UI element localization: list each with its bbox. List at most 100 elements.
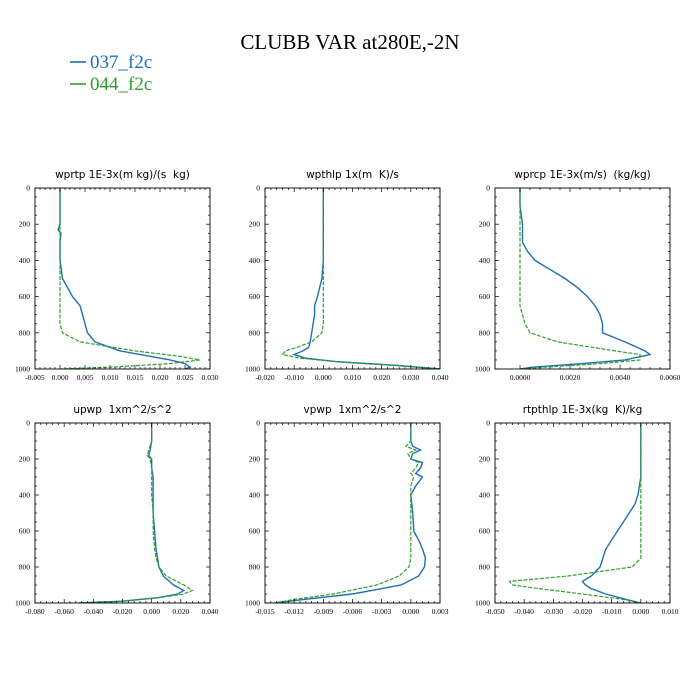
series-line-044_f2c: [519, 188, 641, 369]
x-tick-label: -0.015: [255, 607, 275, 616]
y-tick-label: 800: [249, 563, 261, 572]
y-tick-label: 400: [19, 256, 31, 265]
x-tick-label: -0.010: [602, 607, 622, 616]
panel-title: wpthlp 1x(m K)/s: [306, 169, 399, 181]
y-tick-label: 400: [479, 256, 491, 265]
x-tick-label: -0.010: [284, 373, 304, 382]
panels: wprtp 1E-3x(m kg)/(s kg) 0 200 400 600 800 100…: [15, 169, 681, 616]
series-line-044_f2c: [508, 423, 642, 603]
x-tick-label: -0.040: [514, 607, 534, 616]
panel-4: upwp 1xm^2/s^2 0 200 400 600 800 1000-0.080 -0.…: [15, 404, 219, 616]
y-tick-label: 1000: [245, 599, 260, 608]
y-tick-label: 1000: [475, 599, 490, 608]
series-line-037_f2c: [78, 423, 186, 603]
y-tick-label: 200: [479, 220, 491, 229]
legend-item: 044_f2c: [70, 74, 152, 95]
y-tick-label: 600: [479, 292, 491, 301]
x-tick-label: 0.000: [402, 607, 419, 616]
y-tick-label: 800: [479, 563, 491, 572]
x-tick-label: 0.010: [662, 607, 679, 616]
y-tick-label: 600: [479, 527, 491, 536]
x-tick-label: -0.020: [573, 607, 593, 616]
y-tick-label: 800: [19, 563, 31, 572]
panel-1: wprtp 1E-3x(m kg)/(s kg) 0 200 400 600 800 100…: [15, 169, 219, 382]
x-tick-label: -0.003: [372, 607, 392, 616]
legend-item: 037_f2c: [70, 52, 152, 73]
x-tick-label: 0.0000: [510, 373, 531, 382]
y-tick-label: 400: [479, 491, 491, 500]
y-tick-label: 1000: [15, 599, 30, 608]
y-tick-label: 800: [19, 328, 31, 337]
y-tick-label: 200: [249, 455, 261, 464]
x-tick-label: 0.040: [202, 607, 219, 616]
series-line-037_f2c: [57, 188, 192, 369]
panel-title: rtpthlp 1E-3x(kg K)/kg: [523, 404, 643, 416]
x-tick-label: 0.010: [344, 373, 361, 382]
series-line-044_f2c: [78, 423, 194, 603]
x-tick-label: 0.003: [432, 607, 449, 616]
legend-label-044: 044_f2c: [90, 74, 152, 95]
y-tick-label: 800: [249, 328, 261, 337]
x-tick-label: -0.005: [25, 373, 45, 382]
panel-6: rtpthlp 1E-3x(kg K)/kg02004006008001000-…: [475, 404, 679, 616]
x-tick-label: 0.020: [172, 607, 189, 616]
x-tick-label: 0.0040: [610, 373, 631, 382]
x-tick-label: -0.030: [544, 607, 564, 616]
x-tick-label: -0.080: [25, 607, 45, 616]
y-tick-label: 400: [249, 256, 261, 265]
figure-title: CLUBB VAR at280E,-2N: [240, 30, 459, 54]
series-line-037_f2c: [292, 188, 440, 369]
y-tick-label: 200: [19, 455, 31, 464]
panel-title: wprtp 1E-3x(m kg)/(s kg): [55, 169, 190, 181]
x-tick-label: -0.020: [113, 607, 133, 616]
y-tick-label: 0: [486, 419, 490, 428]
y-tick-label: 0: [256, 184, 260, 193]
plot-frame: [264, 422, 441, 604]
y-tick-label: 0: [256, 419, 260, 428]
plot-frame: [264, 187, 441, 370]
y-tick-label: 1000: [475, 365, 490, 374]
x-tick-label: 0.000: [143, 607, 160, 616]
y-tick-label: 0: [26, 184, 30, 193]
y-tick-label: 200: [19, 220, 31, 229]
y-tick-label: 0: [486, 184, 490, 193]
series-line-044_f2c: [274, 423, 420, 603]
y-tick-label: 1000: [15, 365, 30, 374]
x-tick-label: 0.0020: [560, 373, 581, 382]
panel-5: vpwp 1xm^2/s^2 0 200 400 600 800 1000-0.015 -0.…: [245, 404, 449, 616]
y-tick-label: 0: [26, 419, 30, 428]
x-tick-label: -0.009: [314, 607, 334, 616]
x-tick-label: 0.030: [202, 373, 219, 382]
plot-frame: [494, 422, 671, 604]
series-line-044_f2c: [59, 188, 201, 369]
y-tick-label: 800: [479, 328, 491, 337]
x-tick-label: -0.012: [284, 607, 304, 616]
x-tick-label: 0.005: [77, 373, 94, 382]
series-line-037_f2c: [519, 188, 652, 369]
legend-label-037: 037_f2c: [90, 52, 152, 73]
y-tick-label: 200: [249, 220, 261, 229]
x-tick-label: -0.020: [255, 373, 275, 382]
plot-frame: [34, 422, 211, 604]
x-tick-label: -0.050: [485, 607, 505, 616]
x-tick-label: -0.006: [343, 607, 363, 616]
x-tick-label: 0.030: [402, 373, 419, 382]
panel-title: upwp 1xm^2/s^2: [73, 404, 171, 416]
x-tick-label: 0.020: [373, 373, 390, 382]
y-tick-label: 200: [479, 455, 491, 464]
panel-2: wpthlp 1x(m K)/s 0 200 400 600 800 1000-0.020-…: [245, 169, 449, 382]
x-tick-label: 0.025: [177, 373, 194, 382]
y-tick-label: 400: [249, 491, 261, 500]
y-tick-label: 600: [249, 527, 261, 536]
x-tick-label: 0.0060: [660, 373, 681, 382]
x-tick-label: 0.020: [152, 373, 169, 382]
panel-title: wprcp 1E-3x(m/s) (kg/kg): [514, 169, 650, 181]
panel-title: vpwp 1xm^2/s^2: [304, 404, 402, 416]
y-tick-label: 600: [19, 527, 31, 536]
x-tick-label: 0.040: [432, 373, 449, 382]
y-tick-label: 600: [19, 292, 31, 301]
series-line-037_f2c: [581, 423, 642, 603]
x-tick-label: 0.015: [127, 373, 144, 382]
plot-frame: [34, 187, 211, 370]
